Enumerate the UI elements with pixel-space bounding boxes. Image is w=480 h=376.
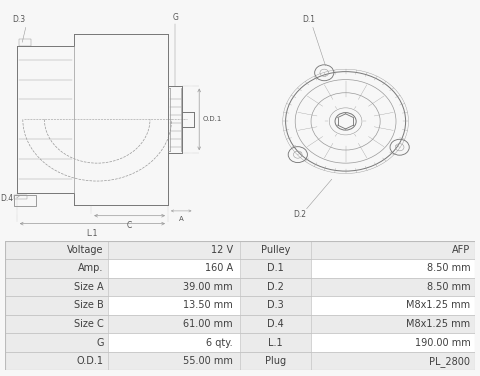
Text: M8x1.25 mm: M8x1.25 mm (407, 319, 470, 329)
Bar (240, 296, 311, 315)
Text: Plug: Plug (264, 356, 286, 366)
Bar (5, 259, 108, 278)
Text: 12 V: 12 V (211, 245, 233, 255)
Text: M8x1.25 mm: M8x1.25 mm (407, 300, 470, 311)
Bar (5, 296, 475, 315)
Text: D.4: D.4 (267, 319, 284, 329)
Bar (14, 195, 27, 199)
Text: Size B: Size B (74, 300, 104, 311)
Text: D.1: D.1 (302, 15, 315, 24)
Text: 61.00 mm: 61.00 mm (183, 319, 233, 329)
Text: Pulley: Pulley (261, 245, 290, 255)
Text: 8.50 mm: 8.50 mm (427, 264, 470, 273)
Text: 160 A: 160 A (205, 264, 233, 273)
Bar (5, 352, 108, 370)
Text: 8.50 mm: 8.50 mm (427, 282, 470, 292)
Text: D.2: D.2 (267, 282, 284, 292)
Text: 190.00 mm: 190.00 mm (415, 338, 470, 347)
Text: Amp.: Amp. (78, 264, 104, 273)
Bar (240, 315, 311, 333)
Text: Size A: Size A (74, 282, 104, 292)
Bar (5, 296, 108, 315)
Text: G: G (96, 338, 104, 347)
Bar (19, 39, 31, 46)
Text: AFP: AFP (452, 245, 470, 255)
Text: D.2: D.2 (293, 210, 306, 219)
Text: 39.00 mm: 39.00 mm (183, 282, 233, 292)
Text: D.1: D.1 (267, 264, 284, 273)
Text: L.1: L.1 (268, 338, 283, 347)
Bar (5, 352, 475, 370)
Bar (5, 278, 475, 296)
Text: L.1: L.1 (87, 229, 98, 238)
Text: C: C (127, 221, 132, 230)
Text: D.4: D.4 (0, 194, 13, 203)
Bar (240, 241, 311, 259)
Text: O.D.1: O.D.1 (203, 117, 222, 122)
Bar (240, 259, 311, 278)
Text: O.D.1: O.D.1 (77, 356, 104, 366)
Bar (5, 333, 108, 352)
Text: D.3: D.3 (267, 300, 284, 311)
Text: Voltage: Voltage (67, 245, 104, 255)
Bar (5, 259, 475, 278)
Text: G: G (172, 13, 178, 22)
Text: PL_2800: PL_2800 (430, 356, 470, 367)
Bar (5, 241, 475, 259)
Bar (5, 315, 108, 333)
Bar (5, 333, 475, 352)
Text: 13.50 mm: 13.50 mm (183, 300, 233, 311)
Bar (5, 278, 108, 296)
Bar (5, 241, 108, 259)
Text: A: A (179, 216, 183, 222)
Bar (14, 195, 36, 206)
Text: 55.00 mm: 55.00 mm (183, 356, 233, 366)
Text: 6 qty.: 6 qty. (206, 338, 233, 347)
Bar (240, 278, 311, 296)
Text: D.3: D.3 (12, 15, 25, 24)
Bar (240, 333, 311, 352)
Bar (240, 352, 311, 370)
Bar (5, 315, 475, 333)
Text: Size C: Size C (74, 319, 104, 329)
